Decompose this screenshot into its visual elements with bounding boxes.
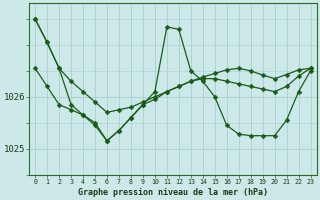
X-axis label: Graphe pression niveau de la mer (hPa): Graphe pression niveau de la mer (hPa) — [78, 188, 268, 197]
